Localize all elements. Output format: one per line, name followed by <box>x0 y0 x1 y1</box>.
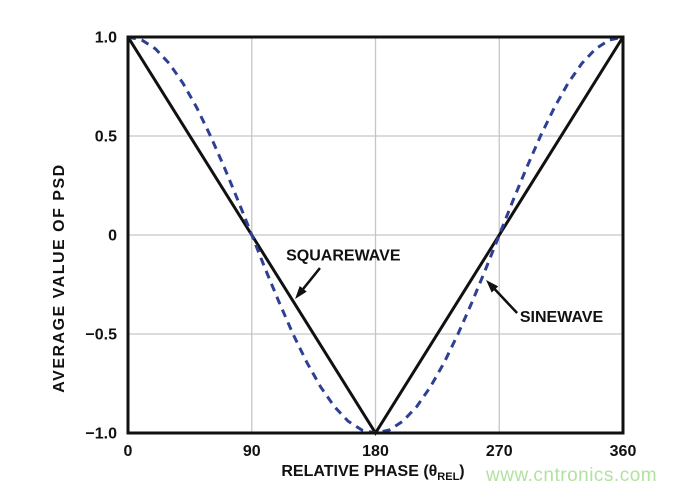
x-tick-label: 90 <box>243 443 261 460</box>
annotation-arrowhead <box>486 279 499 293</box>
annotation-sinewave-label: SINEWAVE <box>520 309 604 326</box>
x-tick-label: 270 <box>486 443 513 460</box>
y-tick-label: −0.5 <box>85 327 117 344</box>
annotation-arrow <box>299 267 321 293</box>
annotation-arrow <box>491 285 519 314</box>
x-tick-label: 360 <box>610 443 637 460</box>
y-tick-label: 0 <box>108 228 117 245</box>
y-tick-label: 1.0 <box>95 30 117 47</box>
x-tick-label: 0 <box>124 443 133 460</box>
y-axis-title: AVERAGE VALUE OF PSD <box>51 163 68 393</box>
annotation-arrowhead <box>295 286 307 299</box>
theta-subscript: REL <box>437 471 460 484</box>
y-tick-label: 0.5 <box>95 129 117 146</box>
x-tick-label: 180 <box>362 443 389 460</box>
y-tick-label: −1.0 <box>85 426 117 443</box>
theta-symbol: θ <box>428 463 438 480</box>
x-axis-title-close: ) <box>459 463 465 480</box>
x-axis-title: RELATIVE PHASE (θREL) <box>281 463 465 484</box>
annotation-squarewave-label: SQUAREWAVE <box>286 248 401 265</box>
watermark: www.cntronics.com <box>486 465 658 486</box>
x-axis-title-text: RELATIVE PHASE ( <box>281 463 429 480</box>
plot-border <box>126 35 625 435</box>
